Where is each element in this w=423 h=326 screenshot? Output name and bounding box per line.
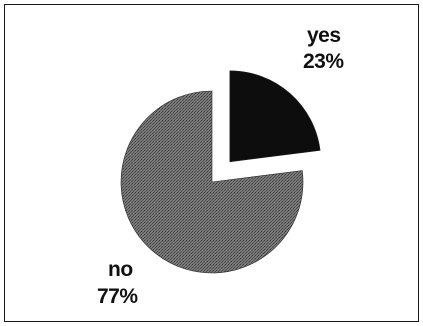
slice-label-yes: yes	[307, 24, 341, 47]
slice-value-yes: 23%	[303, 50, 344, 73]
slice-label-no: no	[108, 258, 133, 281]
pie-slice-no	[120, 90, 304, 274]
pie-slice-yes	[229, 70, 321, 163]
slice-value-no: 77%	[97, 285, 138, 308]
